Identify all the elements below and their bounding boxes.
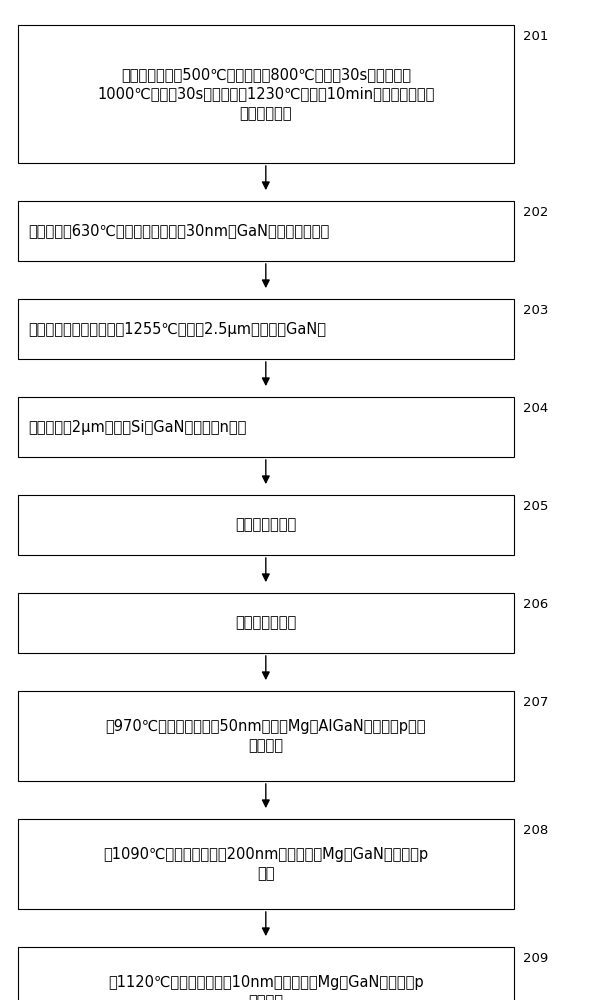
Text: 在970℃的温度下，生长50nm的掺杂Mg的AlGaN层，形成p型电
子阻挡层: 在970℃的温度下，生长50nm的掺杂Mg的AlGaN层，形成p型电 子阻挡层 xyxy=(106,719,426,753)
Bar xyxy=(18,819,514,909)
Text: 207: 207 xyxy=(523,696,548,709)
Text: 将衬底先升温到500℃，再升温到800℃并稳定30s，再升温到
1000℃并稳定30s，再升温到1230℃并稳定10min，在纯氢气气氛
下进行热处理: 将衬底先升温到500℃，再升温到800℃并稳定30s，再升温到 1000℃并稳定… xyxy=(97,67,434,121)
Text: 203: 203 xyxy=(523,304,548,317)
Text: 生长应力释放层: 生长应力释放层 xyxy=(235,518,296,533)
Text: 202: 202 xyxy=(523,206,548,219)
Text: 进行多个阶段的升温直到1255℃，生长2.5μm的未掺杂GaN层: 进行多个阶段的升温直到1255℃，生长2.5μm的未掺杂GaN层 xyxy=(29,322,327,337)
Text: 生长多量子阱层: 生长多量子阱层 xyxy=(235,616,296,631)
Text: 在1120℃的温度下，生长10nm的生长掺杂Mg的GaN层，形成p
型接触层: 在1120℃的温度下，生长10nm的生长掺杂Mg的GaN层，形成p 型接触层 xyxy=(108,975,424,1000)
Bar xyxy=(18,25,514,163)
Bar xyxy=(18,691,514,781)
Bar xyxy=(18,201,514,261)
Text: 201: 201 xyxy=(523,30,548,43)
Text: 生长厚度为2μm的掺杂Si的GaN层，形成n型层: 生长厚度为2μm的掺杂Si的GaN层，形成n型层 xyxy=(29,420,247,435)
Text: 204: 204 xyxy=(523,402,548,415)
Text: 208: 208 xyxy=(523,824,548,837)
Bar xyxy=(18,593,514,653)
Bar xyxy=(18,299,514,359)
Bar xyxy=(18,397,514,457)
Bar xyxy=(18,947,514,1000)
Bar xyxy=(18,495,514,555)
Text: 206: 206 xyxy=(523,598,548,611)
Text: 205: 205 xyxy=(523,500,548,513)
Text: 在1090℃的温度下，生长200nm的生长掺杂Mg的GaN层，形成p
型层: 在1090℃的温度下，生长200nm的生长掺杂Mg的GaN层，形成p 型层 xyxy=(103,847,428,881)
Text: 209: 209 xyxy=(523,952,548,965)
Text: 降低温度至630℃，沉积一层厚度为30nm的GaN层，形成缓冲层: 降低温度至630℃，沉积一层厚度为30nm的GaN层，形成缓冲层 xyxy=(29,224,330,239)
